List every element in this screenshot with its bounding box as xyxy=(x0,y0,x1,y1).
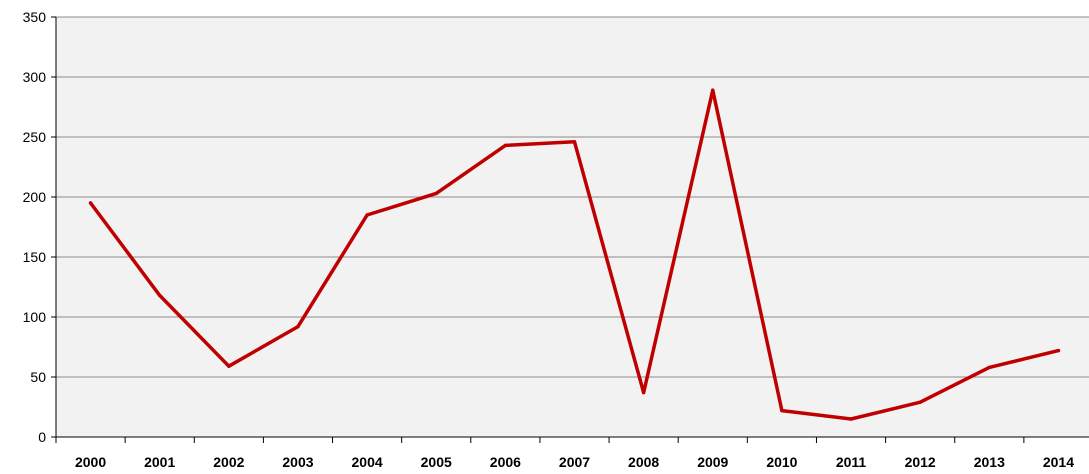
data-point-2013 xyxy=(987,365,991,370)
x-tick-label: 2004 xyxy=(352,454,383,470)
data-point-2002 xyxy=(227,364,231,368)
data-point-2000 xyxy=(88,201,93,205)
x-tick-label: 2007 xyxy=(559,454,590,470)
gridlines xyxy=(56,16,1089,378)
data-point-2003 xyxy=(296,324,300,329)
data-point-2005 xyxy=(434,191,438,196)
y-tick-label: 350 xyxy=(23,9,47,25)
data-point-2010 xyxy=(780,408,784,413)
axes xyxy=(51,16,1089,443)
x-tick-label: 2012 xyxy=(905,454,936,470)
series xyxy=(88,88,1061,421)
data-point-2007 xyxy=(572,140,577,144)
x-tick-label: 2010 xyxy=(766,454,797,470)
x-tick-label: 2014 xyxy=(1043,454,1074,470)
y-tick-label: 200 xyxy=(23,189,47,205)
y-tick-label: 300 xyxy=(23,69,47,85)
data-point-2006 xyxy=(503,143,508,148)
x-tick-label: 2000 xyxy=(75,454,106,470)
x-tick-label: 2008 xyxy=(628,454,659,470)
data-point-2012 xyxy=(918,400,922,404)
data-point-2011 xyxy=(849,417,853,421)
data-point-2009 xyxy=(711,88,715,92)
y-tick-label: 100 xyxy=(23,309,47,325)
x-tick-label: 2011 xyxy=(836,454,867,470)
x-tick-label: 2003 xyxy=(282,454,313,470)
y-tick-label: 250 xyxy=(23,129,47,145)
x-tick-label: 2001 xyxy=(144,454,175,470)
y-tick-label: 0 xyxy=(38,429,46,445)
y-tick-label: 150 xyxy=(23,249,47,265)
x-tick-label: 2013 xyxy=(974,454,1005,470)
data-point-2001 xyxy=(158,293,162,298)
x-tick-label: 2006 xyxy=(490,454,521,470)
x-tick-label: 2005 xyxy=(421,454,452,470)
plot-area xyxy=(56,17,1089,437)
y-tick-labels: 0 50 100 150 200 250 300 350 xyxy=(23,9,47,445)
x-tick-labels: 2000 2001 2002 2003 2004 2005 2006 2007 2008 2009… xyxy=(75,454,1074,470)
x-tick-label: 2002 xyxy=(213,454,244,470)
y-tick-label: 50 xyxy=(30,369,46,385)
data-point-2004 xyxy=(365,213,369,217)
data-point-2014 xyxy=(1056,348,1061,353)
x-tick-label: 2009 xyxy=(697,454,728,470)
data-point-2008 xyxy=(641,390,646,395)
